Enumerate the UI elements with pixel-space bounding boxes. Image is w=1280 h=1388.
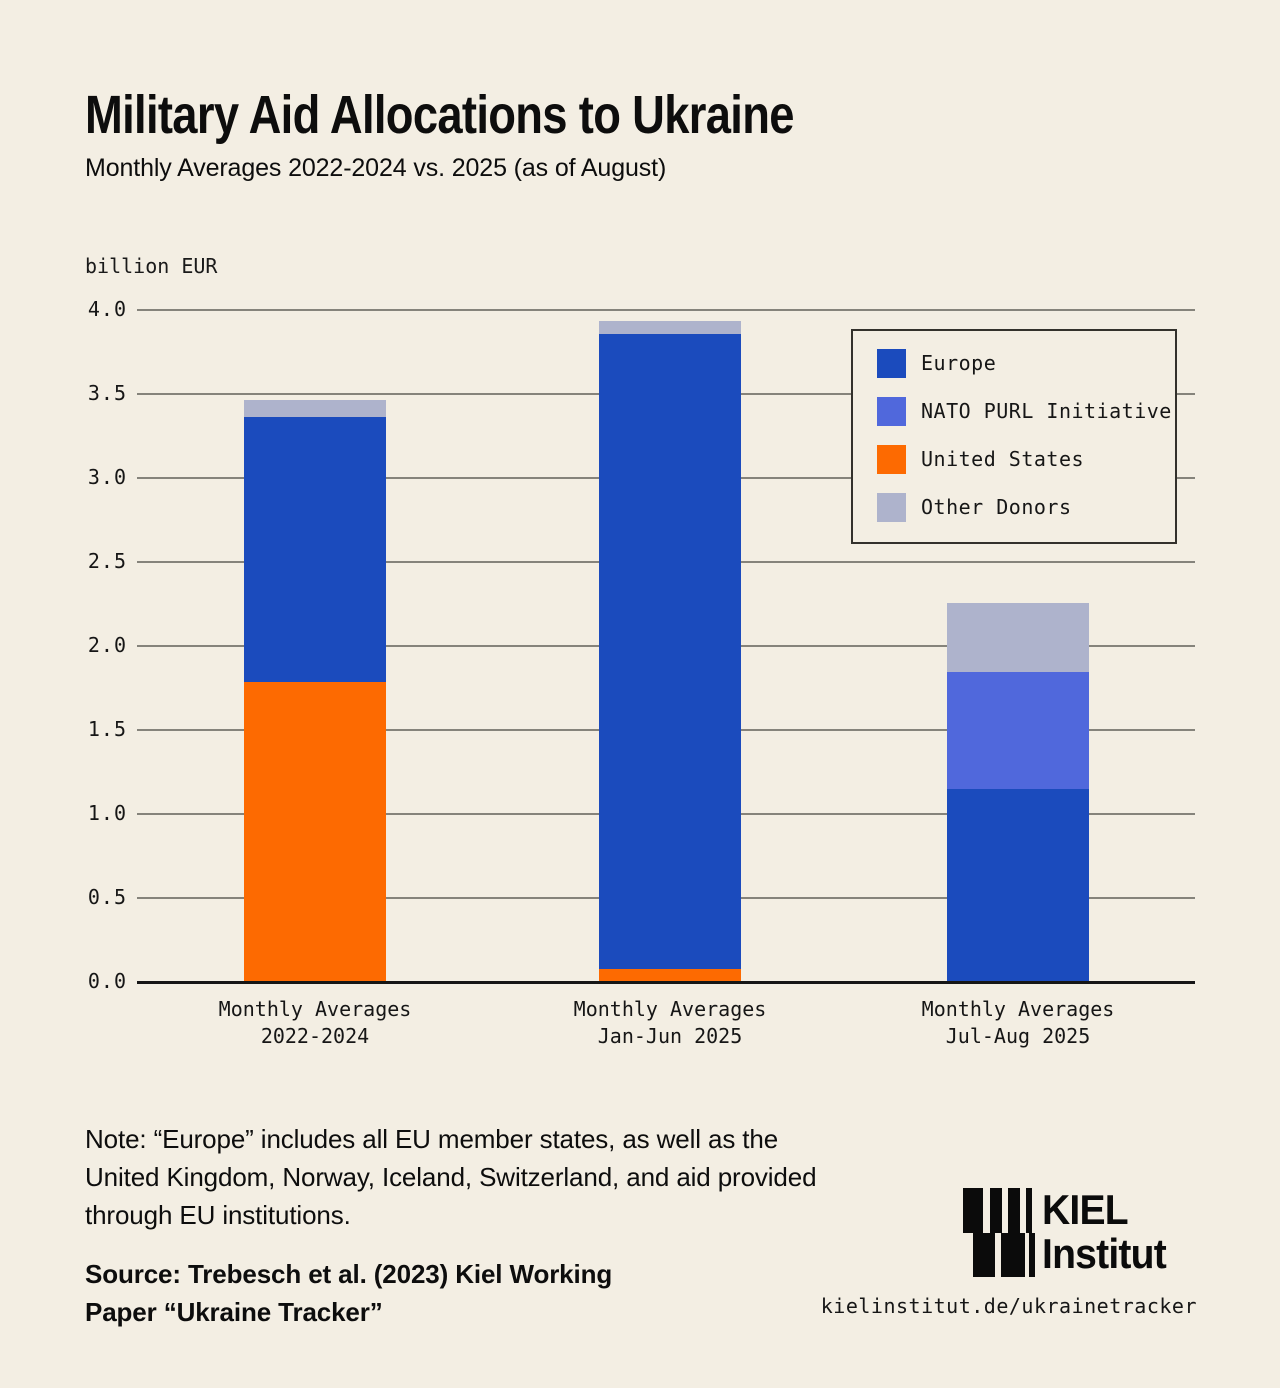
chart-legend: Europe NATO PURL Initiative United States O… xyxy=(851,329,1177,544)
bar-segment-nato-purl-initiative xyxy=(947,671,1089,790)
bar-segment-other-donors xyxy=(947,603,1089,672)
page-subtitle: Monthly Averages 2022-2024 vs. 2025 (as … xyxy=(85,154,667,182)
y-tick-label-3.5: 3.5 xyxy=(87,381,127,405)
bar-segment-united-states xyxy=(244,681,386,981)
kiel-logo-wordmark: KIEL Institut xyxy=(1042,1186,1167,1278)
y-tick-label-2.5: 2.5 xyxy=(87,549,127,573)
bar-segment-other-donors xyxy=(244,399,386,417)
y-tick-label-0.5: 0.5 xyxy=(87,885,127,909)
legend-swatch-icon xyxy=(877,492,906,522)
legend-row-nato-purl-initiative: NATO PURL Initiative xyxy=(877,387,1175,435)
y-tick-label-1.0: 1.0 xyxy=(87,801,127,825)
kiel-logo-line1: KIEL xyxy=(1042,1186,1129,1233)
x-category-label-3: Monthly Averages Jul-Aug 2025 xyxy=(921,997,1115,1048)
legend-label: Other Donors xyxy=(921,495,1072,519)
legend-row-united-states: United States xyxy=(877,435,1175,483)
x-category-label-2: Monthly Averages Jan-Jun 2025 xyxy=(573,997,767,1048)
bar-segment-united-states xyxy=(599,969,741,981)
legend-label: Europe xyxy=(921,351,997,375)
x-axis-line xyxy=(137,981,1195,984)
legend-label: NATO PURL Initiative xyxy=(921,399,1172,423)
y-tick-label-1.5: 1.5 xyxy=(87,717,127,741)
legend-label: United States xyxy=(921,447,1085,471)
bar-segment-other-donors xyxy=(599,320,741,335)
stacked-bar-3 xyxy=(947,603,1089,981)
bar-segment-europe xyxy=(947,789,1089,981)
y-tick-label-4.0: 4.0 xyxy=(87,297,127,321)
source-text: Source: Trebesch et al. (2023) Kiel Work… xyxy=(85,1259,613,1327)
stacked-bar-1 xyxy=(244,399,386,981)
kiel-institut-logo: KIEL Institut xyxy=(963,1188,1175,1278)
kiel-logo-line2: Institut xyxy=(1042,1230,1167,1277)
legend-swatch-icon xyxy=(877,348,906,378)
gridline-4.0 xyxy=(137,309,1195,311)
x-category-label-1: Monthly Averages 2022-2024 xyxy=(218,997,412,1048)
bar-segment-europe xyxy=(244,416,386,682)
legend-swatch-icon xyxy=(877,444,906,474)
legend-swatch-icon xyxy=(877,396,906,426)
stacked-bar-2 xyxy=(599,320,741,981)
bar-chart-plot-area xyxy=(137,309,1195,984)
y-axis-unit-label: billion EUR xyxy=(85,254,218,278)
y-tick-label-0.0: 0.0 xyxy=(87,969,127,993)
y-tick-label-2.0: 2.0 xyxy=(87,633,127,657)
y-tick-label-3.0: 3.0 xyxy=(87,465,127,489)
legend-row-europe: Europe xyxy=(877,339,1175,387)
page-title: Military Aid Allocations to Ukraine xyxy=(85,85,794,145)
note-text: Note: “Europe” includes all EU member st… xyxy=(85,1124,817,1230)
tracker-url: kielinstitut.de/ukrainetracker xyxy=(820,1294,1197,1318)
legend-row-other-donors: Other Donors xyxy=(877,483,1175,531)
kiel-logo-barcode-icon xyxy=(963,1188,1035,1277)
bar-segment-europe xyxy=(599,334,741,970)
